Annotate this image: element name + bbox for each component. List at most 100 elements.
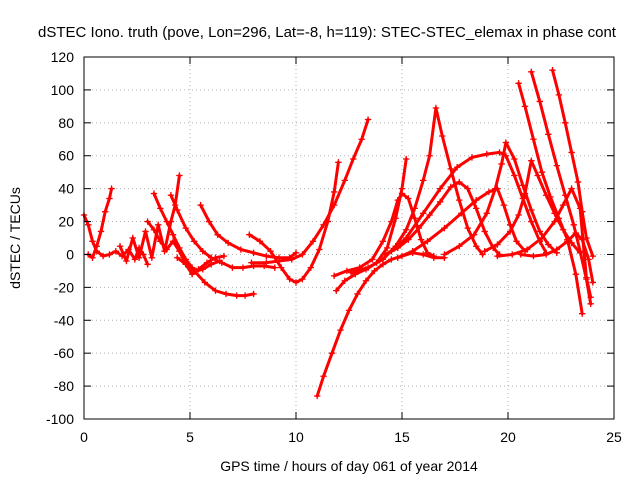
data-point: [403, 155, 410, 163]
data-point: [411, 215, 418, 222]
data-point: [174, 254, 181, 261]
data-point: [85, 221, 92, 229]
y-tick-label: -80: [54, 378, 74, 394]
data-point: [335, 159, 342, 166]
data-point: [470, 231, 478, 238]
data-point: [415, 224, 423, 232]
series-11: [314, 249, 448, 400]
data-point: [314, 392, 321, 400]
data-point: [157, 205, 164, 212]
data-point: [388, 247, 395, 255]
data-point: [201, 279, 209, 286]
data-point: [330, 201, 338, 209]
data-point: [237, 246, 245, 253]
data-point: [420, 251, 427, 258]
data-point: [439, 132, 446, 140]
series-15: [381, 178, 503, 258]
y-tick-label: -40: [54, 312, 74, 328]
data-point: [309, 238, 317, 245]
data-point: [473, 196, 480, 204]
data-point: [453, 164, 461, 171]
series-line: [389, 150, 548, 255]
series-line: [199, 203, 298, 260]
data-point: [263, 252, 270, 260]
data-point: [222, 290, 230, 298]
data-point: [534, 172, 541, 179]
data-point: [441, 224, 448, 232]
data-point: [379, 256, 387, 263]
data-point: [330, 272, 338, 280]
data-point: [473, 243, 480, 250]
data-point: [473, 205, 480, 212]
data-point: [576, 205, 584, 212]
data-point: [212, 287, 219, 294]
data-point: [233, 292, 240, 299]
data-point: [583, 234, 590, 242]
data-point: [447, 183, 454, 191]
data-point: [424, 238, 431, 245]
data-point: [494, 241, 501, 248]
data-point: [403, 234, 410, 242]
data-point: [426, 152, 433, 159]
data-point: [405, 195, 412, 202]
y-tick-label: 40: [58, 181, 74, 197]
data-point: [483, 210, 490, 217]
x-axis-label: GPS time / hours of day 061 of year 2014: [220, 458, 478, 474]
data-point: [371, 267, 378, 275]
data-point: [330, 188, 338, 196]
y-tick-label: 20: [58, 214, 74, 230]
data-point: [485, 188, 493, 196]
data-point: [420, 177, 427, 184]
data-point: [521, 103, 529, 110]
data-point: [464, 224, 471, 232]
x-tick-label: 0: [80, 429, 88, 445]
data-point: [381, 251, 389, 258]
series-5: [150, 190, 223, 275]
data-point: [515, 211, 522, 219]
data-point: [299, 251, 306, 258]
data-point: [364, 116, 372, 123]
data-point: [263, 259, 270, 266]
series-line: [146, 220, 226, 276]
data-point: [430, 252, 437, 260]
data-point: [182, 224, 189, 232]
data-point: [458, 210, 465, 217]
data-point: [102, 208, 109, 215]
data-point: [589, 279, 596, 286]
series-2: [85, 185, 115, 261]
data-point: [456, 196, 463, 204]
data-point: [191, 267, 198, 275]
data-point: [417, 236, 425, 243]
data-point: [564, 238, 571, 245]
data-point: [481, 247, 488, 255]
data-point: [483, 150, 490, 158]
data-point: [328, 349, 336, 357]
data-point: [218, 259, 225, 266]
data-point: [498, 160, 505, 168]
data-point: [89, 254, 96, 261]
data-point: [176, 244, 183, 252]
data-point: [208, 254, 215, 261]
data-point: [411, 205, 418, 212]
x-tick-label: 20: [500, 429, 516, 445]
data-point: [538, 168, 546, 176]
data-point: [559, 201, 567, 209]
data-point: [163, 246, 170, 253]
data-point: [337, 326, 344, 334]
data-point: [341, 277, 348, 284]
data-point: [169, 231, 177, 238]
data-point: [220, 252, 228, 260]
y-axis-label: dSTEC / TECUs: [7, 187, 23, 289]
data-point: [229, 264, 236, 271]
data-point: [275, 257, 283, 265]
data-point: [536, 98, 543, 105]
data-point: [551, 218, 558, 225]
data-point: [256, 238, 264, 245]
data-point: [587, 300, 594, 308]
data-point: [528, 206, 535, 214]
data-point: [553, 162, 560, 169]
data-point: [403, 226, 410, 233]
data-point: [354, 290, 361, 298]
data-point: [108, 185, 115, 192]
data-point: [271, 264, 278, 271]
